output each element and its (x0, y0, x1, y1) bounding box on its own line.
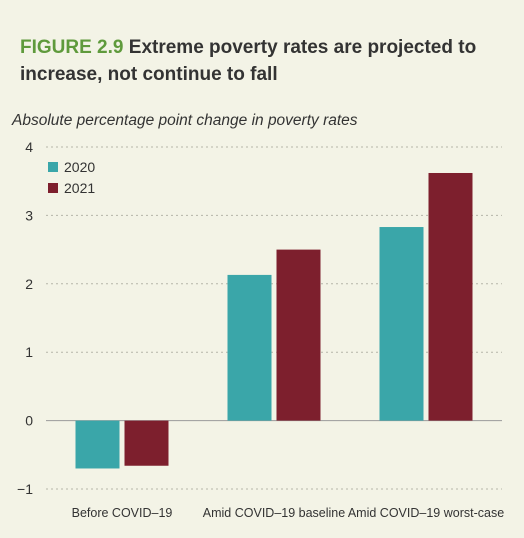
figure-label: FIGURE 2.9 (20, 37, 124, 58)
legend-swatch (48, 183, 58, 193)
y-tick-label: 3 (25, 207, 33, 223)
y-axis-label: Absolute percentage point change in pove… (12, 112, 358, 129)
category-labels: Before COVID–19 Amid COVID–19 baseline Ami… (72, 506, 505, 520)
y-tick-label: 0 (25, 413, 33, 429)
legend: 2020 2021 (48, 159, 95, 196)
bar-2020-1 (227, 274, 272, 421)
bar-2021-1 (276, 249, 321, 421)
chart-title: FIGURE 2.9 Extreme poverty rates are pro… (20, 34, 510, 88)
category-label: Before COVID–19 (72, 506, 173, 520)
bar-2021-2 (428, 172, 473, 421)
category-label: Amid COVID–19 worst-case (348, 506, 504, 520)
figure-title-text: Extreme poverty rates are projected to i… (20, 37, 477, 85)
y-tick-label: 1 (25, 344, 33, 360)
y-tick-label: 4 (25, 139, 33, 155)
y-tick-label: 2 (25, 276, 33, 292)
bars (75, 172, 473, 469)
grid-lines (46, 146, 502, 490)
category-label: Amid COVID–19 baseline (203, 506, 345, 520)
bar-2020-2 (379, 227, 424, 421)
y-axis-ticks: 4 3 2 1 0 −1 (17, 139, 33, 497)
legend-label: 2021 (64, 180, 95, 196)
bar-2021-0 (124, 420, 169, 466)
y-tick-label: −1 (17, 481, 33, 497)
legend-swatch (48, 162, 58, 172)
legend-label: 2020 (64, 159, 95, 175)
bar-2020-0 (75, 420, 120, 469)
